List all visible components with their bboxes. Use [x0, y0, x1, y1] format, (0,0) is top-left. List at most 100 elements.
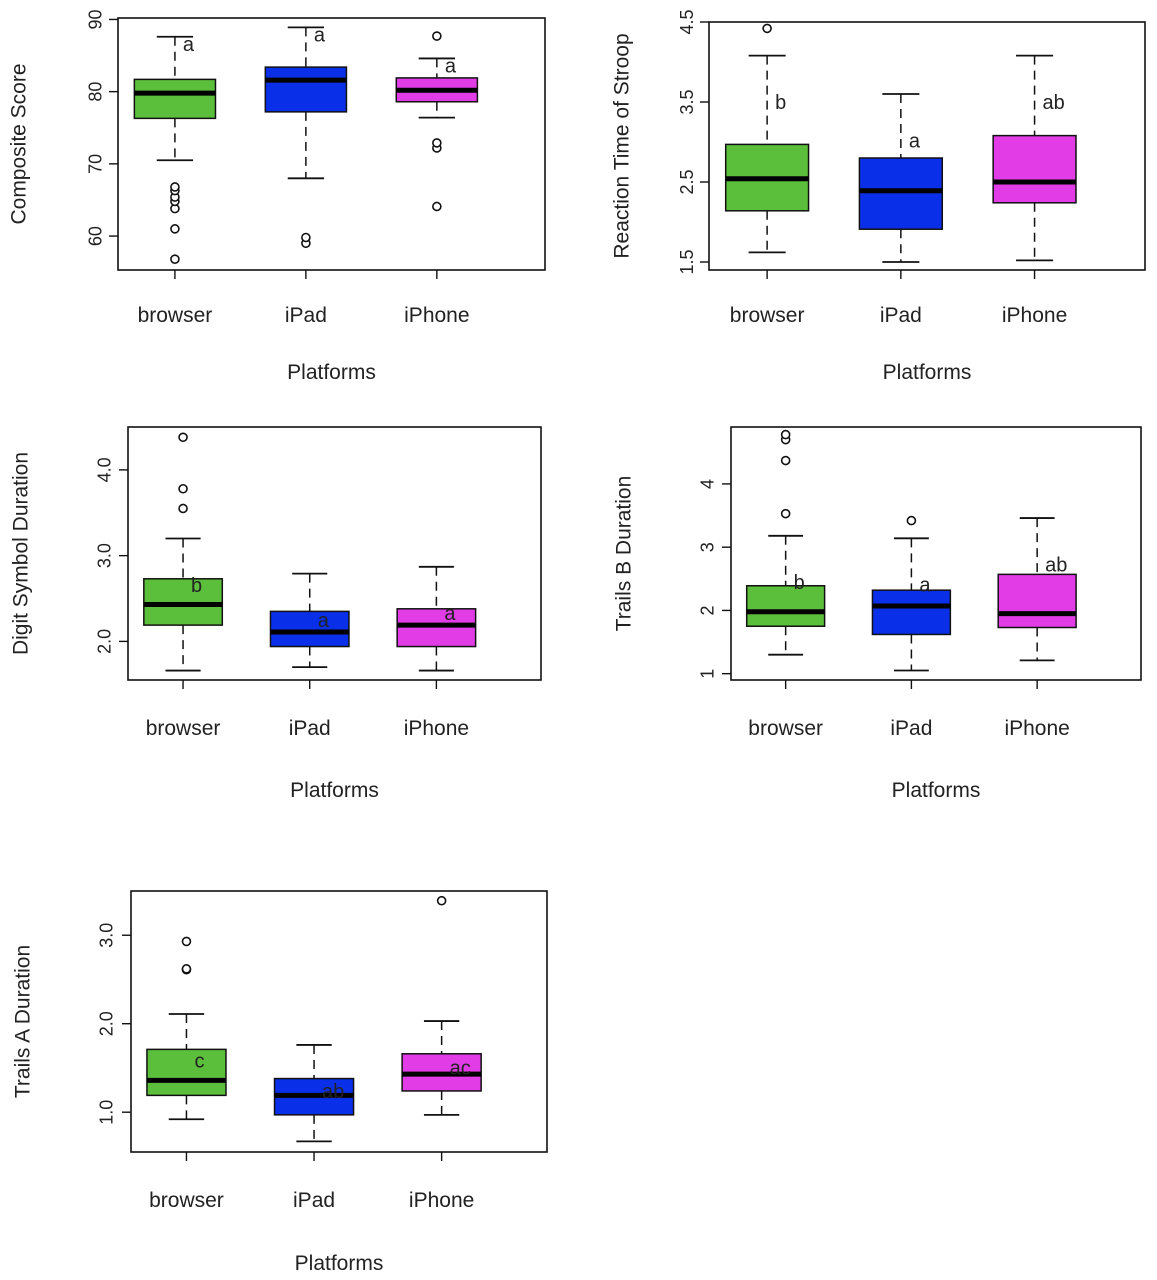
y-tick-label: 3.0 [95, 543, 115, 568]
box-browser: b [745, 429, 826, 656]
panel-stroop: 1.5 2.5 3.5 4.5 Reaction Time of Stroop brows… [611, 9, 1146, 384]
group-letter-label: b [191, 575, 202, 597]
y-tick-label: 4.5 [677, 9, 697, 34]
outlier-point [170, 254, 180, 264]
y-tick-label: 2.5 [677, 169, 697, 194]
iqr-box [396, 608, 477, 648]
outlier-point [780, 508, 791, 519]
group-letter-label: a [183, 34, 195, 56]
group-letter-label: a [909, 130, 921, 152]
group-letter-label: a [919, 575, 931, 597]
box-browser: b [724, 23, 810, 254]
x-axis-title: Platforms [287, 361, 376, 384]
y-tick-label: 60 [86, 226, 106, 246]
plot-frame [117, 17, 546, 271]
panel-trailsb: 1 2 3 4 Trails B Duration browser iPad iPhone Pl… [613, 426, 1142, 802]
outlier-point [301, 232, 311, 243]
y-tick-label: 4.0 [95, 457, 115, 482]
box-ipad: a [264, 25, 348, 249]
group-letter-label: c [194, 1050, 204, 1072]
category-label-ipad: iPad [289, 717, 331, 740]
box-ipad: ab [273, 1044, 355, 1143]
category-label-browser: browser [730, 304, 805, 327]
category-label-browser: browser [146, 717, 221, 740]
panel-trailsa: 1.0 2.0 3.0 Trails A Duration browser iPad iPh… [12, 890, 548, 1275]
group-letter-label: ab [1045, 554, 1067, 576]
plot-frame [708, 21, 1146, 271]
box-iphone: ab [997, 517, 1077, 662]
outlier-point [181, 936, 192, 947]
x-axis-title: Platforms [290, 779, 379, 802]
outlier-point [436, 895, 447, 906]
outlier-point [906, 515, 917, 526]
y-tick-label: 3.5 [677, 89, 697, 114]
category-label-iphone: iPhone [404, 304, 469, 327]
outlier-point [178, 503, 188, 514]
box-ipad: a [858, 93, 944, 263]
group-letter-label: a [314, 25, 326, 47]
category-label-browser: browser [149, 1189, 224, 1212]
category-label-iphone: iPhone [409, 1189, 474, 1212]
category-label-ipad: iPad [285, 304, 327, 327]
x-axis-title: Platforms [892, 779, 981, 802]
y-axis-title: Composite Score [8, 63, 31, 224]
box-ipad: a [871, 515, 952, 672]
iqr-box [133, 78, 217, 120]
x-axis-title: Platforms [883, 361, 972, 384]
category-label-ipad: iPad [880, 304, 922, 327]
group-letter-label: a [318, 610, 330, 632]
group-letter-label: ab [1043, 92, 1065, 114]
group-letter-label: ac [450, 1057, 471, 1079]
category-label-iphone: iPhone [404, 717, 469, 740]
y-tick-label: 3 [698, 542, 718, 552]
y-tick-label: 2 [698, 605, 718, 615]
y-tick-label: 80 [86, 82, 106, 102]
y-tick-label: 90 [86, 9, 106, 29]
outlier-point [432, 201, 442, 212]
box-iphone: ab [992, 54, 1077, 262]
iqr-box [871, 589, 952, 636]
box-browser: c [146, 936, 227, 1121]
iqr-box [992, 134, 1077, 204]
y-tick-label: 4 [698, 479, 718, 489]
box-browser: b [143, 432, 224, 672]
box-iphone: ac [401, 895, 482, 1116]
iqr-box [269, 610, 350, 648]
outlier-point [178, 432, 188, 443]
box-iphone: a [396, 565, 477, 672]
category-label-ipad: iPad [293, 1189, 335, 1212]
box-ipad: a [269, 572, 350, 669]
group-letter-label: b [775, 92, 786, 114]
y-tick-label: 2.0 [97, 1011, 117, 1036]
plot-frame [130, 890, 548, 1153]
y-axis-title: Reaction Time of Stroop [611, 33, 634, 258]
plot-frame [127, 426, 542, 681]
category-label-iphone: iPhone [1002, 304, 1067, 327]
outlier-point [762, 23, 772, 34]
plot-frame [730, 426, 1142, 681]
y-tick-label: 70 [86, 154, 106, 174]
y-tick-label: 1.5 [677, 249, 697, 274]
group-letter-label: a [444, 603, 456, 625]
category-label-iphone: iPhone [1004, 717, 1069, 740]
group-letter-label: a [445, 56, 457, 78]
iqr-box [264, 66, 348, 113]
outlier-point [780, 455, 791, 466]
iqr-box [143, 578, 224, 626]
outlier-point [181, 964, 192, 974]
category-label-browser: browser [748, 717, 823, 740]
outlier-point [170, 182, 180, 192]
box-browser: a [133, 34, 217, 264]
group-letter-label: ab [322, 1081, 344, 1103]
category-label-browser: browser [138, 304, 213, 327]
y-tick-label: 1.0 [97, 1100, 117, 1125]
y-axis-title: Trails B Duration [613, 476, 636, 632]
iqr-box [745, 585, 826, 627]
panel-digit: 2.0 3.0 4.0 Digit Symbol Duration browser iPa… [10, 426, 542, 802]
panel-composite: 60 70 80 90 Composite Score browser iPad iPhone… [8, 9, 546, 384]
y-tick-label: 3.0 [97, 923, 117, 948]
outlier-point [780, 429, 791, 440]
y-tick-label: 2.0 [95, 629, 115, 654]
outlier-point [170, 224, 180, 234]
